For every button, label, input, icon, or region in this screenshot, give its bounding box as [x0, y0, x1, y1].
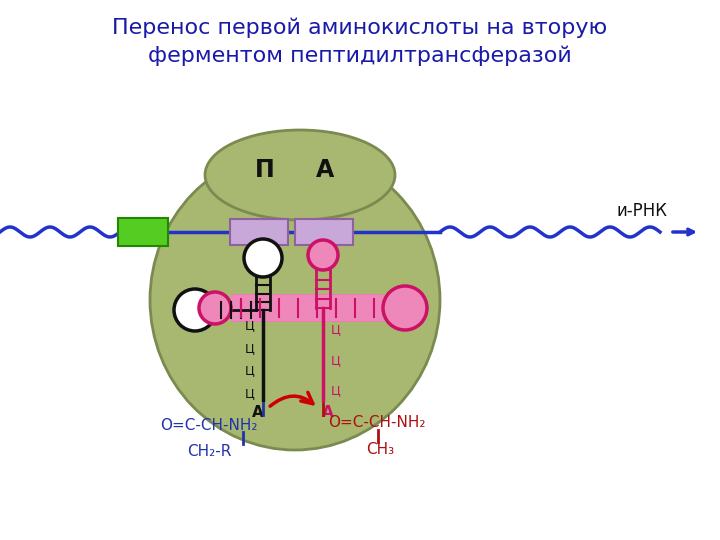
- Text: и-РНК: и-РНК: [617, 202, 668, 220]
- Circle shape: [244, 239, 282, 277]
- Text: CH₂-R: CH₂-R: [186, 444, 231, 459]
- Bar: [118, 218, 168, 246]
- Text: А: А: [316, 158, 334, 182]
- Bar: [230, 219, 288, 245]
- Text: CH₃: CH₃: [366, 442, 394, 457]
- Ellipse shape: [205, 130, 395, 220]
- Text: П: П: [255, 158, 275, 182]
- Ellipse shape: [150, 150, 440, 450]
- Text: Ц: Ц: [331, 384, 341, 397]
- Text: O=C-CH-NH₂: O=C-CH-NH₂: [328, 415, 426, 430]
- Text: ферментом пептидилтрансферазой: ферментом пептидилтрансферазой: [148, 46, 572, 66]
- FancyArrowPatch shape: [270, 393, 313, 406]
- Text: Ц: Ц: [245, 364, 255, 377]
- Text: Ц: Ц: [245, 342, 255, 355]
- Text: O=C-CH-NH₂: O=C-CH-NH₂: [161, 418, 258, 433]
- Circle shape: [174, 289, 216, 331]
- Text: Ц: Ц: [331, 354, 341, 367]
- Text: Перенос первой аминокислоты на вторую: Перенос первой аминокислоты на вторую: [112, 18, 608, 38]
- Bar: [295, 219, 353, 245]
- Text: Ц: Ц: [245, 319, 255, 332]
- Text: А: А: [322, 405, 334, 420]
- Circle shape: [383, 286, 427, 330]
- Text: Ц: Ц: [245, 387, 255, 400]
- Text: А: А: [252, 405, 264, 420]
- Circle shape: [199, 292, 231, 324]
- Circle shape: [308, 240, 338, 270]
- Text: Ц: Ц: [331, 323, 341, 336]
